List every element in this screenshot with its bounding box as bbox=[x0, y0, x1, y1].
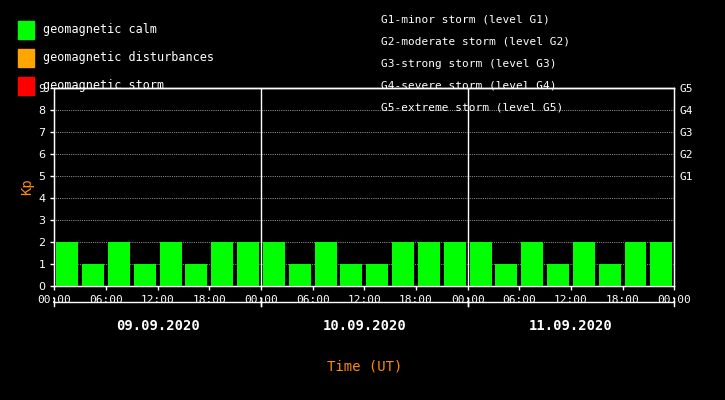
Text: geomagnetic calm: geomagnetic calm bbox=[43, 24, 157, 36]
Text: G3-strong storm (level G3): G3-strong storm (level G3) bbox=[381, 59, 556, 69]
Text: 09.09.2020: 09.09.2020 bbox=[116, 319, 199, 333]
Bar bbox=[82, 264, 104, 286]
Bar bbox=[521, 242, 543, 286]
Text: geomagnetic storm: geomagnetic storm bbox=[43, 80, 164, 92]
Bar bbox=[366, 264, 388, 286]
Bar bbox=[495, 264, 518, 286]
Bar bbox=[315, 242, 336, 286]
Text: geomagnetic disturbances: geomagnetic disturbances bbox=[43, 52, 214, 64]
Bar bbox=[650, 242, 672, 286]
Bar bbox=[160, 242, 181, 286]
Bar bbox=[418, 242, 440, 286]
Y-axis label: Kp: Kp bbox=[20, 179, 34, 195]
Bar bbox=[573, 242, 594, 286]
Bar bbox=[392, 242, 414, 286]
Text: G4-severe storm (level G4): G4-severe storm (level G4) bbox=[381, 81, 556, 91]
Bar bbox=[470, 242, 492, 286]
Text: Time (UT): Time (UT) bbox=[327, 359, 402, 373]
Bar bbox=[444, 242, 465, 286]
Bar bbox=[237, 242, 259, 286]
Text: G2-moderate storm (level G2): G2-moderate storm (level G2) bbox=[381, 37, 570, 47]
Bar bbox=[134, 264, 156, 286]
Bar bbox=[263, 242, 285, 286]
Text: 10.09.2020: 10.09.2020 bbox=[323, 319, 406, 333]
Bar bbox=[57, 242, 78, 286]
Text: G1-minor storm (level G1): G1-minor storm (level G1) bbox=[381, 15, 550, 25]
Bar bbox=[211, 242, 233, 286]
Bar bbox=[341, 264, 362, 286]
Bar bbox=[289, 264, 311, 286]
Bar bbox=[186, 264, 207, 286]
Text: 11.09.2020: 11.09.2020 bbox=[529, 319, 613, 333]
Bar bbox=[547, 264, 569, 286]
Text: G5-extreme storm (level G5): G5-extreme storm (level G5) bbox=[381, 103, 563, 113]
Bar bbox=[108, 242, 130, 286]
Bar bbox=[599, 264, 621, 286]
Bar bbox=[624, 242, 647, 286]
